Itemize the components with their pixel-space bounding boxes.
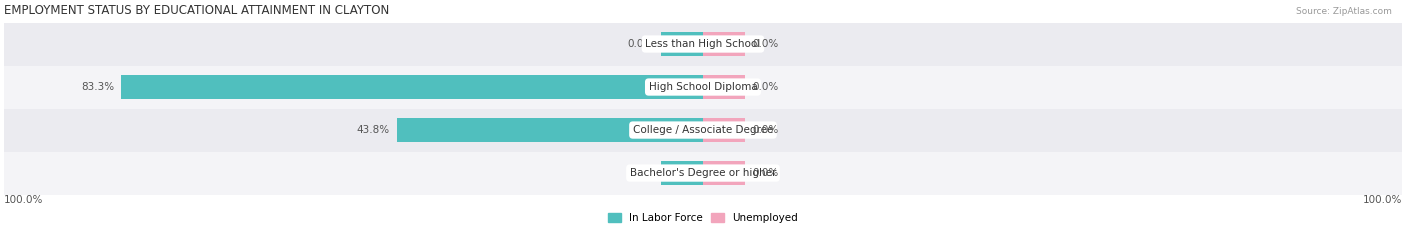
Bar [4,109,1402,151]
Text: 0.0%: 0.0% [752,125,778,135]
Bar [661,32,703,56]
Text: 0.0%: 0.0% [752,39,778,49]
Text: EMPLOYMENT STATUS BY EDUCATIONAL ATTAINMENT IN CLAYTON: EMPLOYMENT STATUS BY EDUCATIONAL ATTAINM… [4,4,389,17]
Text: 43.8%: 43.8% [357,125,389,135]
Text: 83.3%: 83.3% [80,82,114,92]
Legend: In Labor Force, Unemployed: In Labor Force, Unemployed [605,209,801,227]
Bar [703,161,745,185]
Bar [703,32,745,56]
Bar [703,75,745,99]
Text: 0.0%: 0.0% [628,168,654,178]
Text: College / Associate Degree: College / Associate Degree [633,125,773,135]
Text: Bachelor's Degree or higher: Bachelor's Degree or higher [630,168,776,178]
Bar [396,118,703,142]
Text: 100.0%: 100.0% [1362,195,1402,205]
Bar [703,118,745,142]
Text: High School Diploma: High School Diploma [648,82,758,92]
Text: 0.0%: 0.0% [628,39,654,49]
Bar [661,161,703,185]
Text: 0.0%: 0.0% [752,168,778,178]
Bar [4,65,1402,109]
Bar [121,75,703,99]
Text: 100.0%: 100.0% [4,195,44,205]
Bar [4,151,1402,195]
Text: Less than High School: Less than High School [645,39,761,49]
Bar [4,23,1402,65]
Text: 0.0%: 0.0% [752,82,778,92]
Text: Source: ZipAtlas.com: Source: ZipAtlas.com [1296,7,1392,16]
